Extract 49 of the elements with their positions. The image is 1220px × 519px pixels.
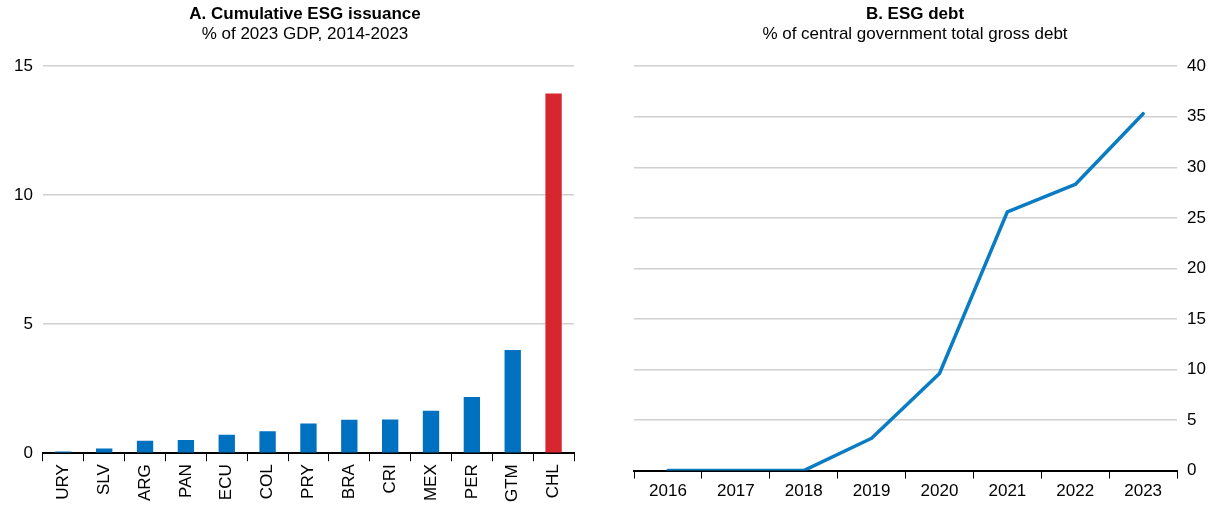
bar	[504, 350, 521, 453]
bar	[177, 440, 195, 453]
bar	[136, 440, 154, 453]
x-tick-label: 2017	[716, 481, 755, 501]
y-tick-label: 0	[1187, 460, 1197, 480]
y-tick-label: 0	[23, 442, 33, 462]
x-tick-label: 2018	[784, 481, 823, 501]
bar	[381, 419, 399, 453]
bar	[259, 431, 276, 453]
x-tick-label: 2023	[1124, 481, 1163, 501]
x-tick-label: 2021	[988, 481, 1027, 501]
y-tick-label: 10	[13, 184, 33, 204]
x-tick-label: SLV	[93, 463, 113, 496]
x-tick-label: BRA	[339, 463, 358, 500]
x-tick-label: CRI	[379, 464, 399, 494]
x-tick-label: PAN	[175, 464, 195, 498]
chart-title: A. Cumulative ESG issuance	[189, 4, 421, 24]
y-tick-label: 35	[1187, 106, 1207, 126]
y-tick-label: 5	[1187, 409, 1197, 429]
x-tick-label: GTM	[502, 464, 522, 503]
x-tick-label: CHL	[543, 464, 563, 499]
x-tick-label: COL	[257, 464, 277, 500]
bar	[545, 93, 562, 453]
bar	[300, 423, 317, 453]
chart-subtitle: % of 2023 GDP, 2014-2023	[201, 24, 409, 44]
y-tick-label: 10	[1187, 359, 1207, 379]
x-tick-label: 2016	[649, 481, 687, 501]
x-tick-label: ECU	[216, 464, 236, 501]
x-tick-label: MEX	[420, 464, 440, 502]
x-tick-label: 2022	[1056, 481, 1095, 501]
x-tick-label: 2019	[852, 481, 891, 501]
y-tick-label: 15	[1187, 308, 1207, 328]
y-tick-label: 5	[23, 313, 33, 333]
y-tick-label: 15	[13, 55, 33, 75]
chart-title: B. ESG debt	[865, 4, 965, 24]
y-tick-label: 25	[1187, 207, 1207, 227]
y-tick-label: 40	[1187, 55, 1207, 75]
x-tick-label: ARG	[134, 464, 154, 502]
x-tick-label: 2020	[920, 481, 959, 501]
y-tick-label: 30	[1187, 156, 1207, 176]
x-tick-label: PER	[461, 464, 481, 500]
bar	[218, 434, 235, 453]
bar	[422, 410, 440, 453]
chart-subtitle: % of central government total gross debt	[762, 24, 1068, 44]
x-tick-label: URY	[53, 464, 73, 500]
bar	[463, 396, 481, 453]
x-tick-label: PRY	[298, 464, 318, 499]
y-tick-label: 20	[1187, 258, 1207, 278]
bar	[341, 419, 358, 453]
